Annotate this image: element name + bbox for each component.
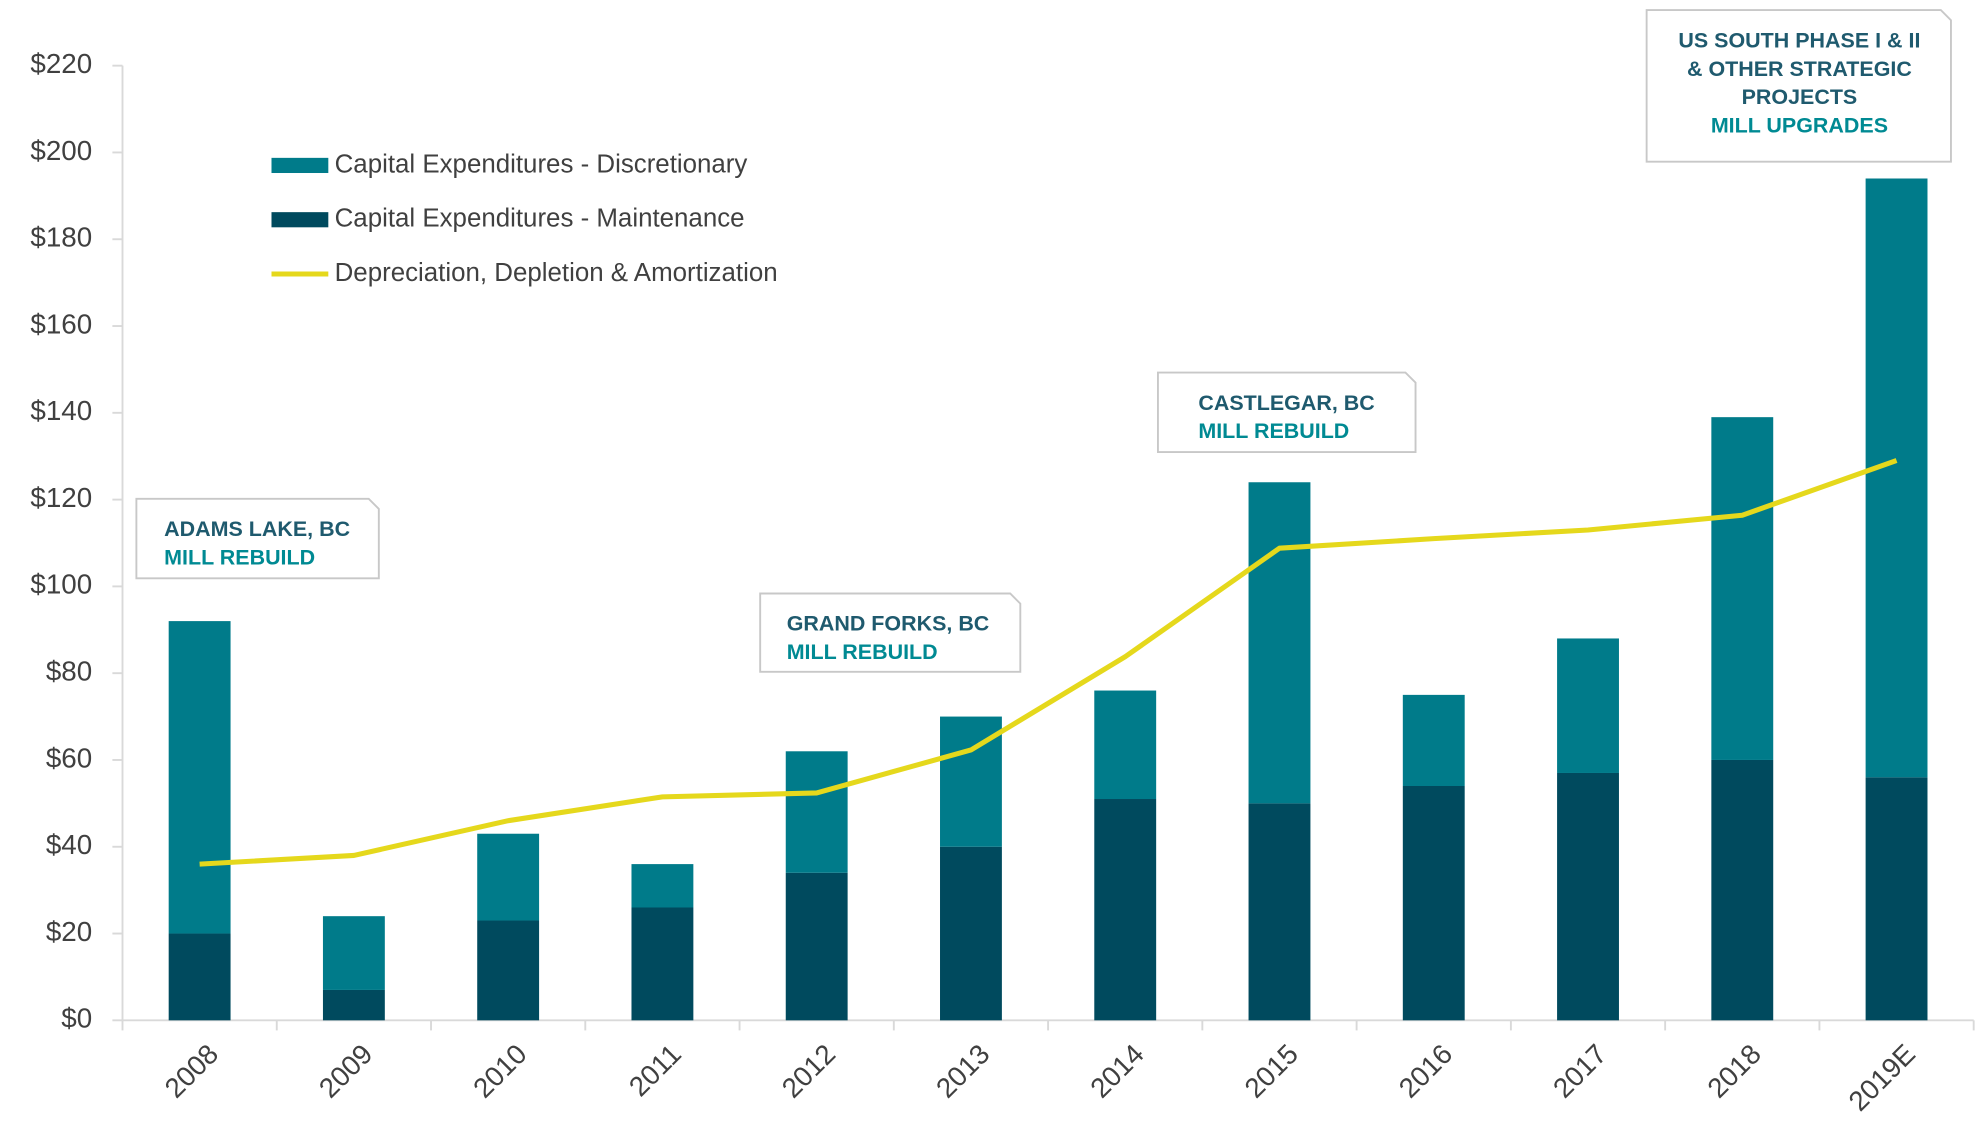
bar-segment (1557, 772, 1619, 1021)
y-tick-label: $80 (46, 656, 92, 687)
annotation-detail: MILL REBUILD (164, 545, 315, 569)
annotation-title: GRAND FORKS, BC (787, 612, 990, 636)
annotation-box (135, 497, 380, 580)
x-tick-label: 2008 (159, 1038, 225, 1104)
annotation-box (1645, 9, 1952, 163)
bar-segment (631, 864, 694, 908)
x-tick-label: 2014 (1084, 1038, 1150, 1104)
line (199, 458, 1898, 867)
y-tick-label: $40 (46, 829, 92, 860)
bar-segment (785, 751, 848, 873)
legend-swatch (271, 157, 329, 174)
legend-label: Depreciation, Depletion & Amortization (335, 259, 778, 287)
legend-label: Capital Expenditures - Maintenance (335, 205, 745, 233)
x-tick-label: 2012 (776, 1038, 842, 1104)
bar-segment (168, 933, 231, 1021)
y-tick-label: $200 (30, 135, 92, 166)
y-tick-label: $0 (61, 1003, 92, 1034)
annotation-detail: MILL REBUILD (787, 640, 938, 664)
bar-segment (940, 846, 1002, 1021)
annotation-title: & OTHER STRATEGIC (1687, 57, 1912, 81)
x-tick-label: 2013 (930, 1038, 996, 1104)
x-tick-label: 2017 (1547, 1038, 1613, 1104)
bar-segment (631, 907, 694, 1021)
bar-segment (1094, 799, 1157, 1021)
bar-segment (322, 989, 385, 1021)
y-tick-label: $220 (30, 48, 92, 79)
bar-segment (322, 916, 385, 990)
bar-segment (1402, 694, 1465, 786)
x-tick-label: 2015 (1238, 1038, 1304, 1104)
x-tick-label: 2010 (467, 1038, 533, 1104)
bar-segment (1094, 690, 1157, 800)
bar-segment (1402, 785, 1465, 1021)
legend-label: Capital Expenditures - Discretionary (335, 150, 748, 178)
bar-segment (1711, 417, 1774, 760)
bar-segment (477, 833, 540, 921)
annotation-title: PROJECTS (1742, 85, 1858, 109)
bar-segment (1711, 759, 1774, 1021)
annotation-detail: MILL REBUILD (1198, 419, 1349, 443)
annotation-title: US SOUTH PHASE I & II (1678, 28, 1920, 52)
x-tick-label: 2018 (1701, 1038, 1767, 1104)
annotation-box (1156, 371, 1417, 454)
x-tick-label: 2011 (623, 1038, 687, 1102)
y-tick-label: $140 (30, 395, 92, 426)
y-tick-label: $160 (30, 308, 92, 339)
annotation-detail: MILL UPGRADES (1711, 114, 1888, 138)
y-tick-label: $20 (46, 916, 92, 947)
bar-segment (1248, 482, 1311, 804)
y-tick-label: $180 (30, 222, 92, 253)
bar-segment (1248, 803, 1311, 1021)
bar-segment (1865, 178, 1928, 778)
bar-segment (785, 872, 848, 1021)
annotation-box (759, 592, 1022, 673)
bar-segment (1557, 638, 1619, 773)
bar-segment (1865, 777, 1928, 1021)
bar-segment (477, 920, 540, 1021)
y-tick-label: $100 (30, 569, 92, 600)
y-tick-label: $60 (46, 742, 92, 773)
annotation-title: CASTLEGAR, BC (1198, 391, 1374, 415)
x-tick-label: 2016 (1393, 1038, 1459, 1104)
bar-segment (168, 621, 231, 934)
x-tick-label: 2019E (1842, 1038, 1921, 1117)
x-tick-label: 2009 (313, 1038, 379, 1104)
y-tick-label: $120 (30, 482, 92, 513)
annotation-title: ADAMS LAKE, BC (164, 517, 350, 541)
legend-swatch (271, 212, 329, 228)
